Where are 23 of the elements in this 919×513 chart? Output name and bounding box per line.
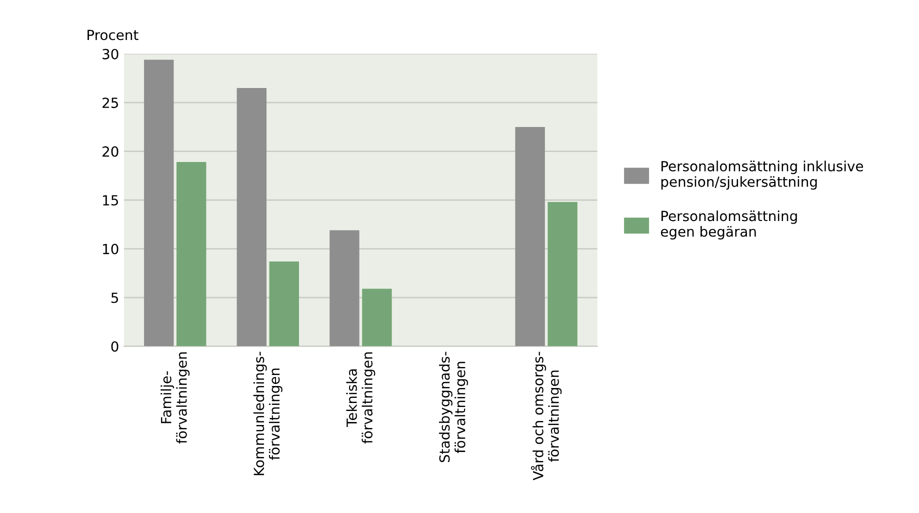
y-tick-label: 10 [103, 244, 118, 254]
bar [515, 126, 545, 346]
x-tick-label: Vård och omsorgs- förvaltningen [530, 352, 562, 480]
y-tick-label: 20 [102, 146, 118, 157]
y-tick-label: 25 [102, 98, 118, 108]
x-tick-label: Tekniska förvaltningen [346, 352, 376, 444]
y-tick-label: 5 [111, 292, 118, 304]
bar [236, 88, 267, 346]
legend-label: Personalomsättning egen begäran [660, 210, 797, 240]
x-tick-label: Familje- förvaltningen [160, 352, 190, 444]
legend-label: Personalomsättning inklusive pension/sjukersättning [661, 160, 864, 190]
x-tick-label: Kommunlednings- förvaltningen [253, 352, 282, 476]
bar [269, 261, 299, 346]
bar [144, 60, 174, 346]
y-tick-label: 0 [111, 341, 118, 352]
x-tick-label: Stadsbyggnads- förvaltningen [439, 352, 468, 462]
y-tick-label: 15 [103, 195, 118, 206]
y-axis-title: Procent [88, 30, 138, 40]
y-tick-label: 30 [102, 48, 118, 60]
bar [330, 230, 360, 346]
bar [362, 288, 392, 346]
bar [548, 202, 578, 346]
bar [176, 162, 206, 346]
